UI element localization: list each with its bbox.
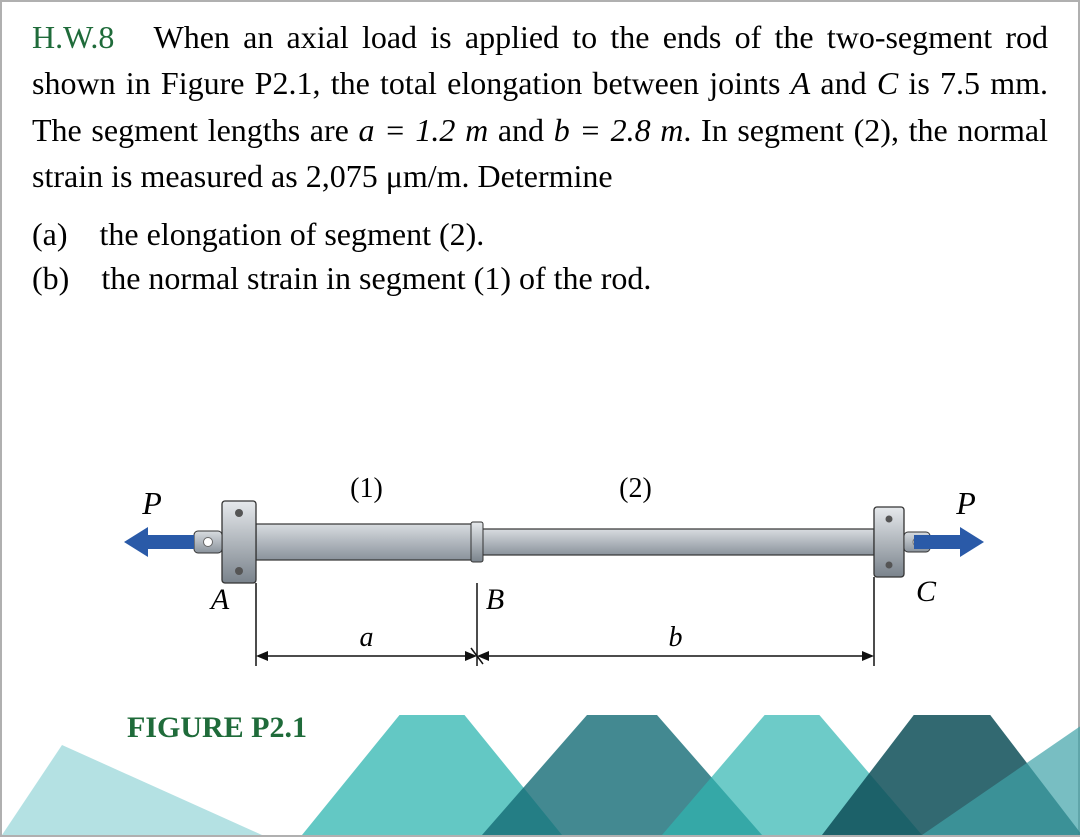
and-2: and xyxy=(488,112,554,148)
svg-text:A: A xyxy=(209,583,230,616)
svg-text:P: P xyxy=(955,485,976,521)
page: H.W.8 When an axial load is applied to t… xyxy=(0,0,1080,837)
part-a: (a) the elongation of segment (2). xyxy=(32,212,1048,257)
svg-text:a: a xyxy=(360,622,374,653)
b-eq: b = 2.8 m xyxy=(554,112,684,148)
hw-label: H.W.8 xyxy=(32,19,114,55)
svg-text:P: P xyxy=(141,485,162,521)
svg-text:b: b xyxy=(669,622,683,653)
svg-text:(2): (2) xyxy=(619,473,652,504)
a-eq: a = 1.2 m xyxy=(359,112,489,148)
svg-text:C: C xyxy=(916,575,937,608)
svg-text:B: B xyxy=(486,583,504,616)
joint-A: A xyxy=(791,65,811,101)
figure-svg: P P (1) (2) A B Ca b xyxy=(32,441,1052,701)
and-1: and xyxy=(810,65,877,101)
figure-caption: FIGURE P2.1 xyxy=(127,711,307,745)
joint-C: C xyxy=(877,65,898,101)
question-parts: (a) the elongation of segment (2). (b) t… xyxy=(32,212,1048,302)
figure-wrap: P P (1) (2) A B Ca b FIGURE P2.1 xyxy=(32,441,1048,751)
problem-statement: H.W.8 When an axial load is applied to t… xyxy=(32,14,1048,200)
svg-text:(1): (1) xyxy=(350,473,383,504)
part-b: (b) the normal strain in segment (1) of … xyxy=(32,256,1048,301)
